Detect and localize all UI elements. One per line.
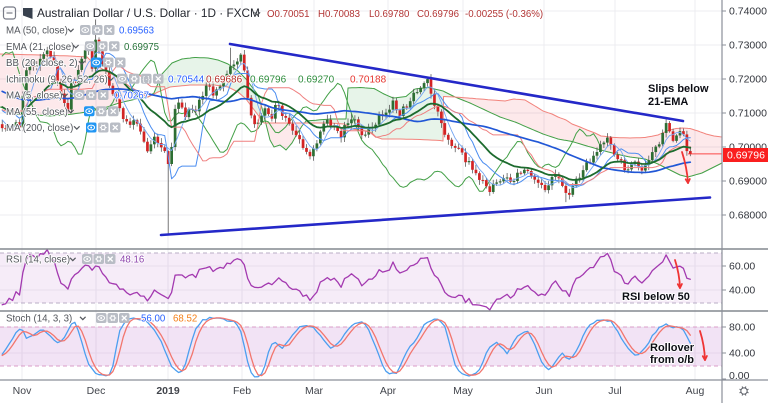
svg-text:Apr: Apr	[380, 385, 397, 397]
svg-text:MA (200, close): MA (200, close)	[6, 123, 73, 134]
svg-text:RSI (14, close): RSI (14, close)	[6, 255, 70, 266]
svg-text:Ichimoku (9, 26, 52, 26): Ichimoku (9, 26, 52, 26)	[6, 75, 108, 86]
svg-text:RSI below 50: RSI below 50	[622, 291, 690, 303]
svg-text:Aug: Aug	[686, 385, 705, 397]
svg-text:0.69270: 0.69270	[298, 75, 335, 86]
svg-text:80.00: 80.00	[729, 322, 755, 334]
svg-text:40.00: 40.00	[729, 348, 755, 360]
svg-text:Jul: Jul	[608, 385, 621, 397]
svg-text:Mar: Mar	[305, 385, 324, 397]
svg-text:0.69000: 0.69000	[729, 176, 767, 188]
svg-text:Nov: Nov	[13, 385, 32, 397]
svg-text:Dec: Dec	[87, 385, 106, 397]
svg-text:0.69686: 0.69686	[206, 75, 243, 86]
svg-text:{·}: {·}	[142, 74, 150, 83]
svg-text:Rollover: Rollover	[650, 342, 695, 354]
svg-text:Slips below: Slips below	[648, 83, 709, 95]
svg-text:56.00: 56.00	[141, 314, 166, 325]
svg-text:MA (50, close): MA (50, close)	[6, 26, 68, 37]
svg-text:May: May	[453, 385, 474, 397]
svg-text:2019: 2019	[156, 385, 180, 397]
svg-text:EMA (21, close): EMA (21, close)	[6, 42, 74, 53]
svg-text:L0.69780: L0.69780	[369, 9, 410, 20]
svg-text:48.16: 48.16	[120, 255, 144, 266]
svg-text:C0.69796: C0.69796	[417, 9, 459, 20]
svg-text:0.72000: 0.72000	[729, 74, 767, 86]
svg-text:0.68000: 0.68000	[729, 210, 767, 222]
svg-text:21-EMA: 21-EMA	[648, 96, 688, 108]
svg-text:0.00: 0.00	[729, 370, 750, 382]
svg-text:MA (55, close): MA (55, close)	[6, 107, 68, 118]
svg-text:H0.70083: H0.70083	[318, 9, 360, 20]
svg-text:0.69563: 0.69563	[119, 26, 154, 37]
svg-text:0.70267: 0.70267	[114, 91, 149, 102]
svg-text:0.69796: 0.69796	[250, 75, 287, 86]
svg-text:0.71000: 0.71000	[729, 108, 767, 120]
svg-text:0.69796: 0.69796	[727, 150, 765, 162]
svg-text:-0.00255 (-0.36%): -0.00255 (-0.36%)	[465, 9, 543, 20]
svg-text:Jun: Jun	[536, 385, 553, 397]
svg-text:40.00: 40.00	[729, 285, 755, 297]
svg-text:MA (5, close): MA (5, close)	[6, 91, 63, 102]
svg-text:0.69975: 0.69975	[124, 42, 159, 53]
svg-text:BB (20, close, 2): BB (20, close, 2)	[6, 58, 78, 69]
svg-text:Australian Dollar / U.S. Dolla: Australian Dollar / U.S. Dollar · 1D · F…	[37, 6, 260, 20]
svg-text:0.70544: 0.70544	[168, 75, 205, 86]
svg-text:from o/b: from o/b	[650, 354, 694, 366]
svg-text:60.00: 60.00	[729, 261, 755, 273]
svg-text:0.70188: 0.70188	[350, 75, 387, 86]
svg-text:0.73000: 0.73000	[729, 40, 767, 52]
svg-text:0.74000: 0.74000	[729, 6, 767, 18]
svg-text:68.52: 68.52	[173, 314, 197, 325]
svg-text:Stoch (14, 3, 3): Stoch (14, 3, 3)	[6, 314, 72, 325]
svg-text:O0.70051: O0.70051	[267, 9, 310, 20]
svg-text:Feb: Feb	[233, 385, 251, 397]
